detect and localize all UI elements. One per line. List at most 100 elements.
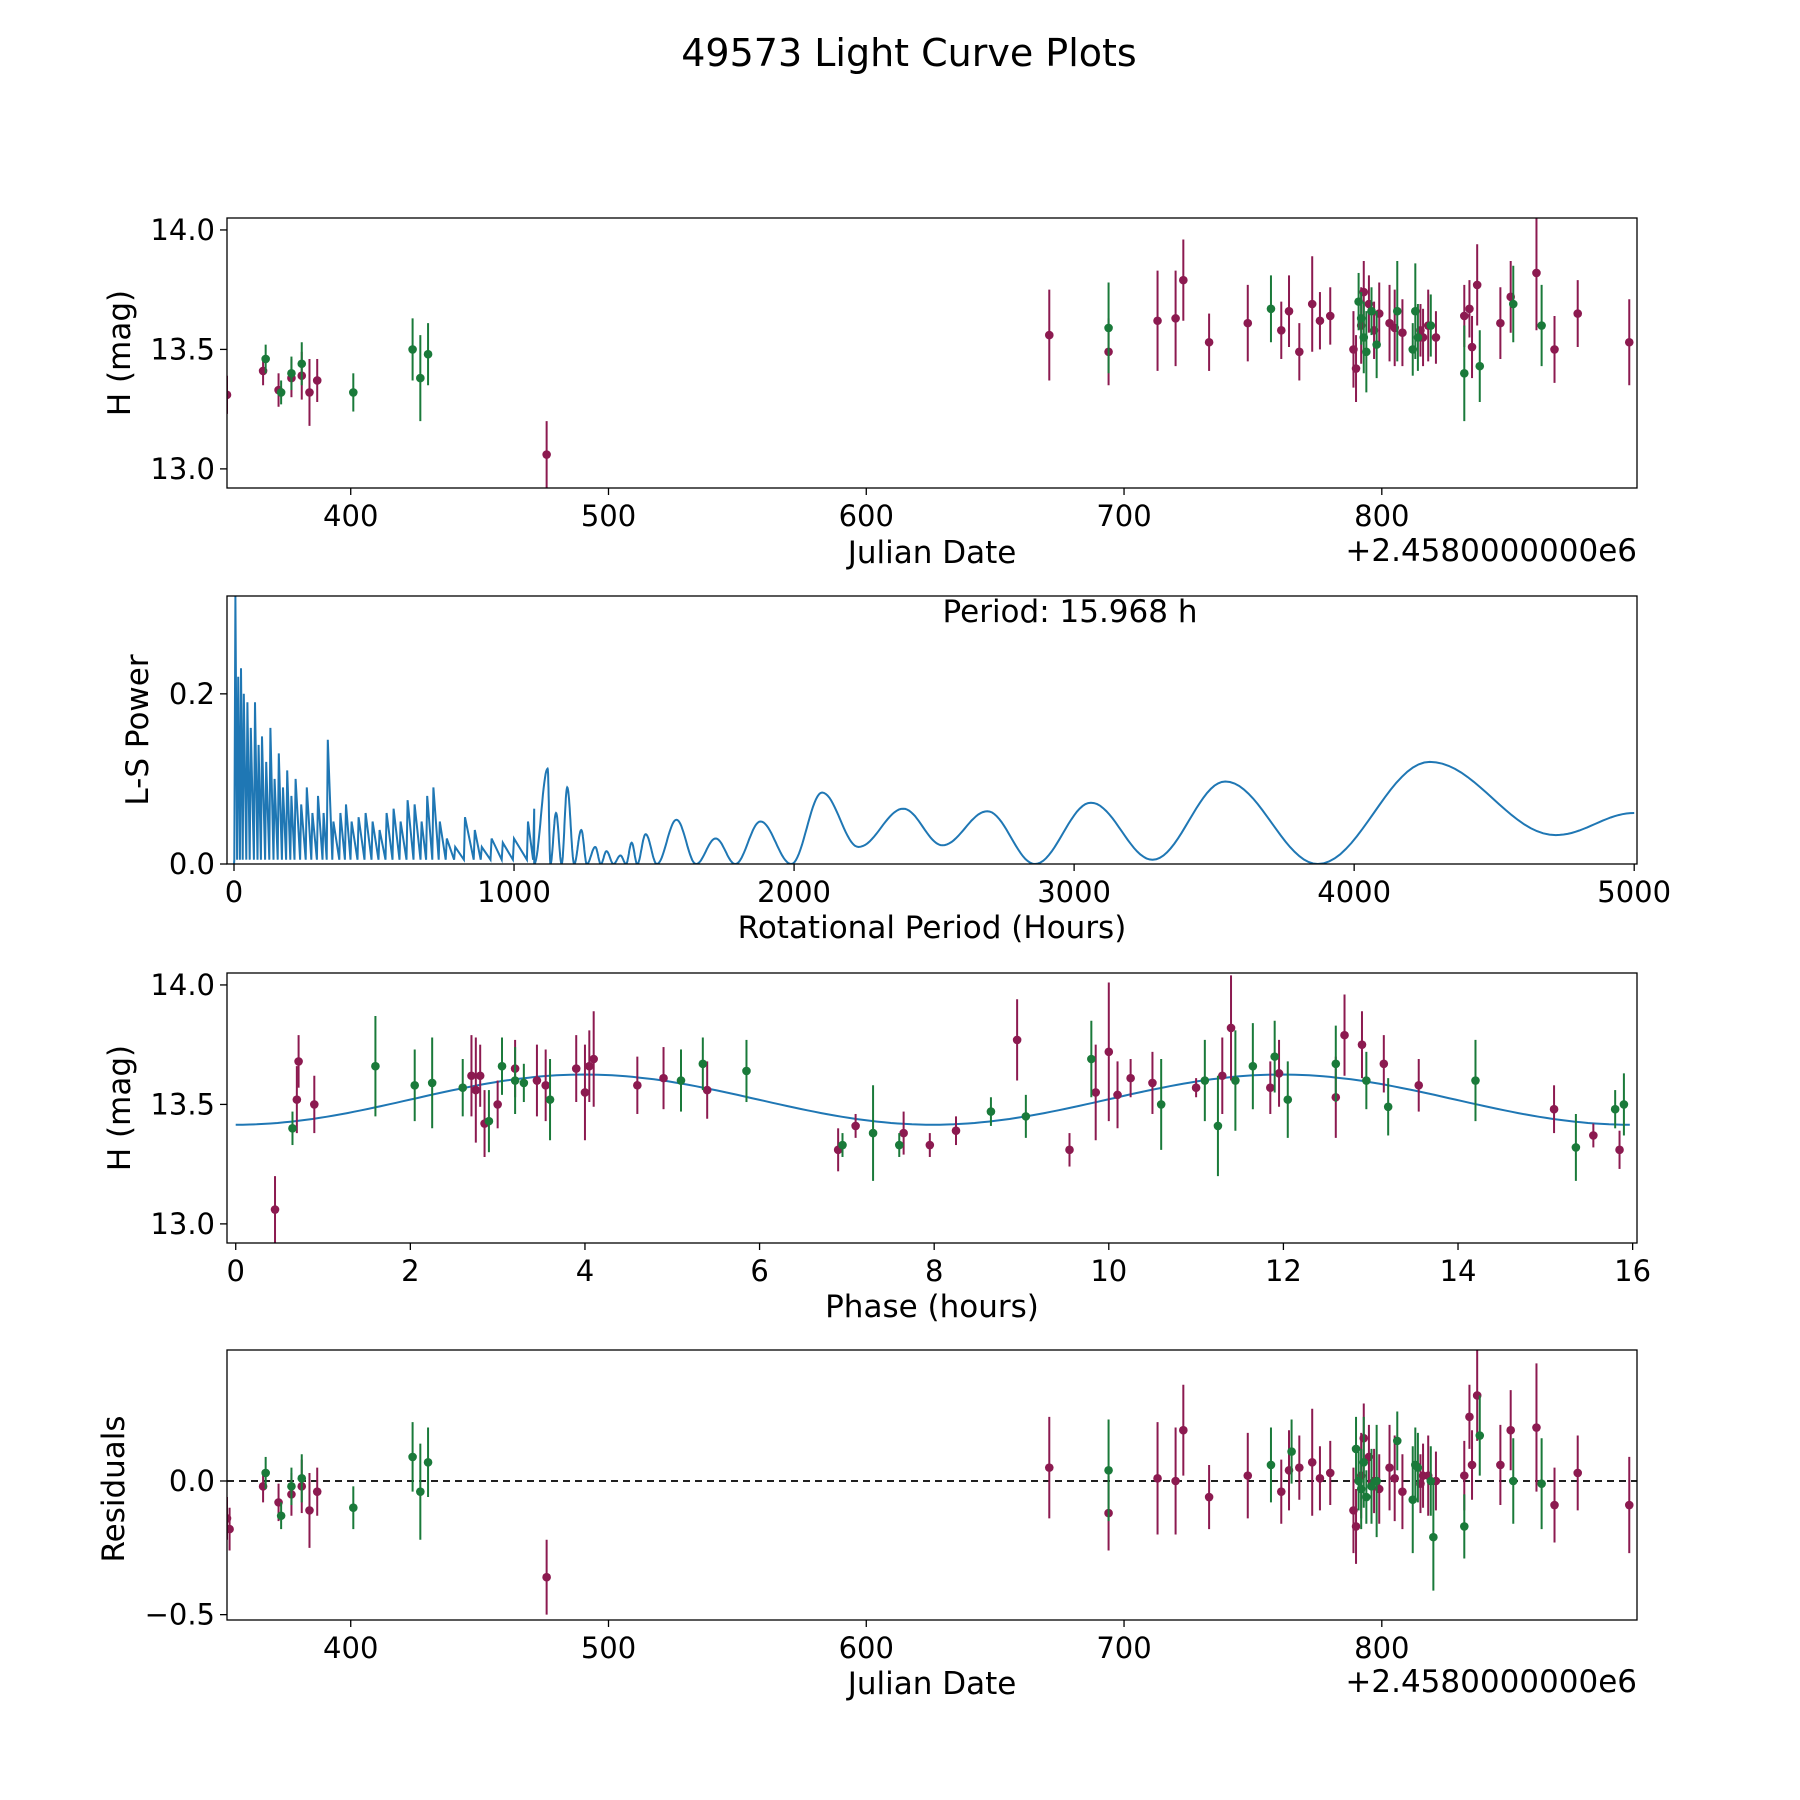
residuals-data-point bbox=[1276, 1487, 1286, 1496]
residuals-data-point bbox=[1508, 1476, 1518, 1486]
residuals-data-point bbox=[1351, 1444, 1361, 1454]
lightcurve-marks bbox=[227, 218, 1634, 488]
phased-data-point bbox=[292, 1095, 302, 1104]
residuals-data-point bbox=[261, 1468, 270, 1478]
phased-data-point bbox=[288, 1124, 297, 1133]
phased-data-point bbox=[467, 1071, 476, 1081]
residuals-data-point bbox=[276, 1511, 286, 1521]
phased-data-point bbox=[1113, 1090, 1122, 1100]
phased-x-tick-label: 10 bbox=[1090, 1254, 1127, 1288]
phased-data-point bbox=[1191, 1083, 1201, 1092]
phased-data-point bbox=[1571, 1143, 1581, 1152]
phased-data-point bbox=[475, 1071, 485, 1081]
residuals-data-point bbox=[1372, 1476, 1381, 1486]
lightcurve-data-point bbox=[305, 388, 314, 397]
phased-data-point bbox=[1148, 1078, 1157, 1088]
phased-data-point bbox=[1231, 1076, 1240, 1085]
phased-data-point bbox=[986, 1107, 996, 1116]
lightcurve-data-point bbox=[1467, 342, 1477, 352]
residuals-data-point bbox=[1496, 1460, 1505, 1470]
phased-data-point bbox=[1021, 1112, 1031, 1121]
lightcurve-data-point bbox=[1465, 304, 1474, 314]
residuals-data-point bbox=[1506, 1425, 1515, 1435]
phased-marks bbox=[235, 975, 1630, 1243]
lightcurve-data-point bbox=[1413, 333, 1423, 342]
residuals-data-point bbox=[1171, 1476, 1180, 1486]
phased-data-point bbox=[925, 1140, 935, 1150]
lightcurve-data-point bbox=[423, 349, 433, 359]
phased-ticks: 0 2 4 6 8 10 12 14 16 13.0 13.5 14.0 bbox=[150, 968, 1651, 1288]
phased-data-point bbox=[633, 1081, 642, 1090]
phased-data-point bbox=[1362, 1076, 1371, 1085]
lightcurve-data-point bbox=[1532, 268, 1541, 278]
periodogram-y-tick-label: 0.2 bbox=[169, 677, 215, 711]
residuals-data-point bbox=[416, 1487, 425, 1496]
residuals-data-point bbox=[1475, 1431, 1485, 1440]
phased-y-tick-label: 13.5 bbox=[150, 1087, 215, 1121]
lightcurve-data-point bbox=[1459, 311, 1469, 321]
residuals-data-point bbox=[1153, 1474, 1162, 1483]
phased-x-tick-label: 8 bbox=[925, 1254, 943, 1288]
periodogram-y-label: L-S Power bbox=[120, 654, 156, 805]
residuals-data-point bbox=[1532, 1423, 1541, 1432]
lightcurve-y-tick-label: 13.5 bbox=[150, 332, 215, 366]
periodogram-x-tick-label: 5000 bbox=[1597, 875, 1671, 909]
phased-data-point bbox=[1200, 1076, 1210, 1085]
phased-data-point bbox=[519, 1078, 529, 1088]
period-annotation: Period: 15.968 h bbox=[943, 594, 1198, 630]
residuals-x-tick-label: 500 bbox=[581, 1631, 636, 1665]
lightcurve-data-point bbox=[1459, 369, 1469, 378]
lightcurve-offset-text: +2.4580000000e6 bbox=[1345, 533, 1637, 569]
lightcurve-data-point bbox=[1426, 321, 1436, 330]
phased-data-point bbox=[1266, 1083, 1275, 1092]
residuals-data-point bbox=[1465, 1412, 1474, 1422]
phased-x-tick-label: 14 bbox=[1440, 1254, 1477, 1288]
residuals-ticks: 400 500 600 700 800 −0.5 0.0 bbox=[145, 1464, 1410, 1665]
phased-data-point bbox=[545, 1095, 555, 1104]
residuals-x-tick-label: 800 bbox=[1354, 1631, 1409, 1665]
phased-data-point bbox=[484, 1116, 494, 1126]
phased-data-point bbox=[1589, 1131, 1598, 1140]
residuals-data-point bbox=[1359, 1457, 1369, 1467]
phased-data-point bbox=[838, 1140, 847, 1150]
residuals-data-point bbox=[1467, 1460, 1477, 1470]
periodogram-x-tick-label: 3000 bbox=[1037, 875, 1111, 909]
lightcurve-data-point bbox=[287, 369, 296, 378]
residuals-data-point bbox=[1390, 1474, 1399, 1483]
phased-x-tick-label: 0 bbox=[227, 1254, 245, 1288]
phased-x-tick-label: 2 bbox=[401, 1254, 419, 1288]
residuals-data-point bbox=[1295, 1463, 1304, 1472]
lightcurve-data-point bbox=[1624, 337, 1634, 347]
phased-data-point bbox=[1270, 1052, 1279, 1061]
phased-data-point bbox=[427, 1078, 437, 1088]
phased-data-point bbox=[851, 1121, 860, 1131]
lightcurve-data-point bbox=[1392, 306, 1402, 316]
phased-x-tick-label: 12 bbox=[1265, 1254, 1302, 1288]
periodogram-y-tick-label: 0.0 bbox=[169, 847, 215, 881]
phased-data-point bbox=[698, 1059, 708, 1069]
phased-data-point bbox=[894, 1140, 904, 1150]
residuals-data-point bbox=[1429, 1532, 1438, 1542]
residuals-data-point bbox=[1266, 1460, 1276, 1470]
model-fit-curve bbox=[235, 1073, 1630, 1126]
phased-data-point bbox=[532, 1076, 542, 1085]
phased-data-point bbox=[471, 1085, 481, 1095]
residuals-y-tick-label: −0.5 bbox=[145, 1598, 215, 1632]
residuals-data-point bbox=[1307, 1457, 1317, 1467]
lightcurve-data-point bbox=[1243, 318, 1253, 328]
lightcurve-data-point bbox=[1171, 314, 1180, 323]
residuals-data-point bbox=[1315, 1474, 1325, 1483]
lightcurve-data-point bbox=[1153, 316, 1162, 326]
residuals-data-point bbox=[1459, 1471, 1469, 1480]
residuals-data-point bbox=[1413, 1463, 1423, 1472]
phased-axes-frame bbox=[226, 972, 1638, 1244]
phased-data-point bbox=[1226, 1023, 1236, 1033]
phased-x-tick-label: 16 bbox=[1614, 1254, 1651, 1288]
residuals-data-point bbox=[349, 1503, 358, 1513]
residuals-y-tick-label: 0.0 bbox=[169, 1464, 215, 1498]
lightcurve-data-point bbox=[1372, 340, 1381, 349]
lightcurve-data-point bbox=[276, 388, 286, 397]
lightcurve-y-tick-label: 14.0 bbox=[150, 213, 215, 247]
lightcurve-data-point bbox=[1044, 330, 1054, 340]
